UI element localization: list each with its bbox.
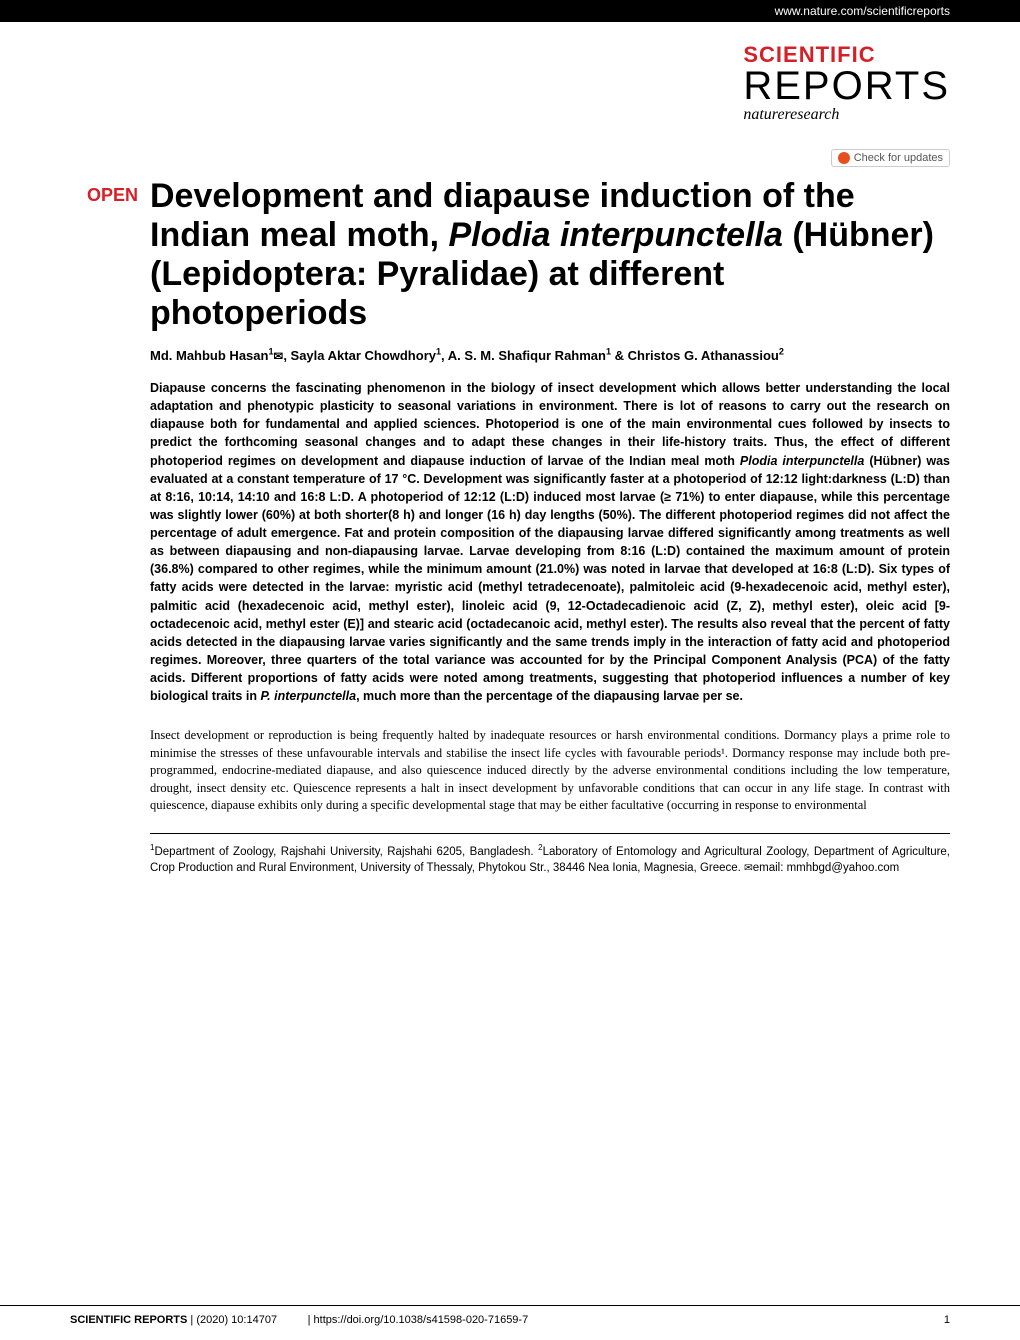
top-url-bar: www.nature.com/scientificreports xyxy=(0,0,1020,22)
check-updates-badge[interactable]: Check for updates xyxy=(831,149,950,167)
left-column: OPEN xyxy=(0,177,150,876)
header: SCIENTIFIC REPORTS natureresearch xyxy=(0,22,1020,134)
body-paragraph: Insect development or reproduction is be… xyxy=(150,727,950,815)
open-access-badge: OPEN xyxy=(0,185,138,206)
right-column: Development and diapause induction of th… xyxy=(150,177,950,876)
author-list: Md. Mahbub Hasan1✉, Sayla Aktar Chowdhor… xyxy=(150,345,950,365)
footer-doi: https://doi.org/10.1038/s41598-020-71659… xyxy=(314,1314,529,1326)
footer-page: 1 xyxy=(944,1314,950,1326)
logo-line2: REPORTS xyxy=(743,68,950,104)
update-icon xyxy=(838,152,850,164)
check-updates-row: Check for updates xyxy=(0,149,1020,167)
affiliations: 1Department of Zoology, Rajshahi Univers… xyxy=(150,833,950,876)
logo-subline: natureresearch xyxy=(743,106,950,124)
journal-logo: SCIENTIFIC REPORTS natureresearch xyxy=(743,42,950,124)
footer: SCIENTIFIC REPORTS | (2020) 10:14707 | h… xyxy=(0,1305,1020,1340)
footer-citation: (2020) 10:14707 xyxy=(196,1314,277,1326)
affiliations-text: 1Department of Zoology, Rajshahi Univers… xyxy=(150,846,950,874)
footer-journal: SCIENTIFIC REPORTS xyxy=(70,1314,187,1326)
title-text: Development and diapause induction of th… xyxy=(150,177,934,332)
abstract-text: Diapause concerns the fascinating phenom… xyxy=(150,381,950,703)
check-updates-text: Check for updates xyxy=(854,152,943,164)
abstract: Diapause concerns the fascinating phenom… xyxy=(150,379,950,705)
footer-left: SCIENTIFIC REPORTS | (2020) 10:14707 | h… xyxy=(70,1314,528,1326)
content: OPEN Development and diapause induction … xyxy=(0,167,1020,876)
journal-url: www.nature.com/scientificreports xyxy=(775,4,950,18)
authors-text: Md. Mahbub Hasan1✉, Sayla Aktar Chowdhor… xyxy=(150,348,784,363)
footer-separator-2: | xyxy=(280,1314,313,1326)
article-title: Development and diapause induction of th… xyxy=(150,177,950,333)
